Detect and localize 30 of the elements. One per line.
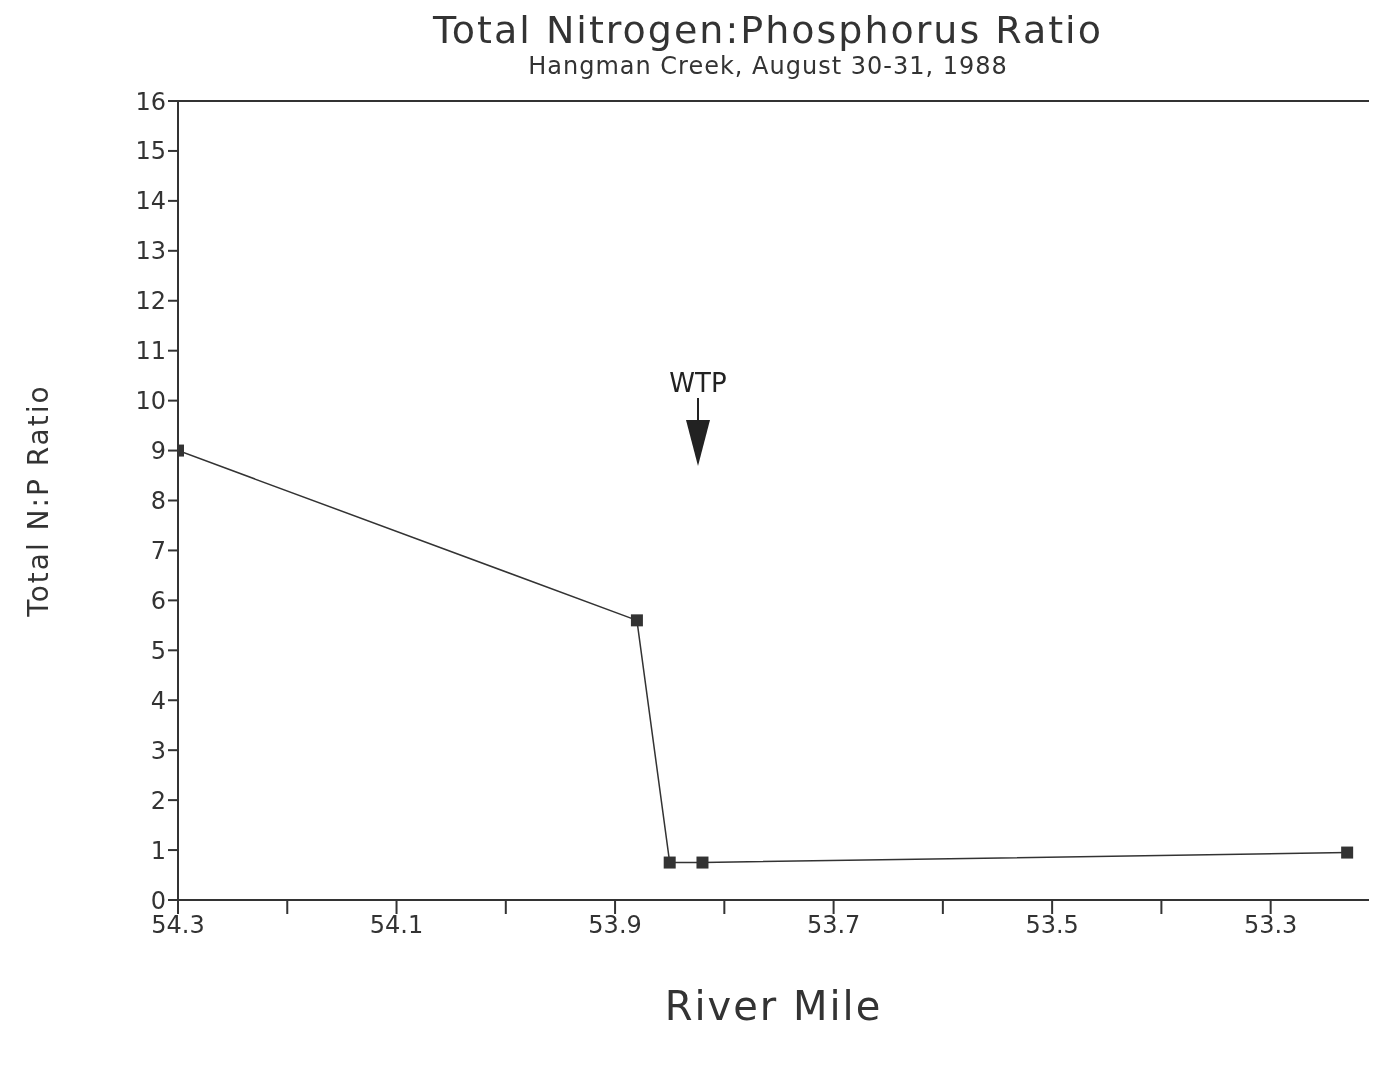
y-tick-label: 16 (135, 87, 166, 116)
y-axis-title: Total N:P Ratio (21, 384, 55, 618)
x-tick-label: 53.9 (588, 911, 642, 940)
y-tick-label: 4 (150, 686, 166, 715)
point (630, 614, 643, 627)
y-tick-label: 15 (135, 137, 166, 166)
y-tick-label: 11 (135, 337, 166, 366)
annotation: WTP (668, 368, 728, 398)
point (1341, 846, 1354, 859)
y-tick-label: 5 (150, 636, 166, 665)
chart-title: Total Nitrogen:Phosphorus Ratio (432, 8, 1104, 52)
y-tick-label: 2 (150, 786, 166, 815)
y-tick-label: 14 (135, 187, 166, 216)
y-tick-label: 1 (150, 836, 166, 865)
x-tick-label: 53.5 (1025, 911, 1079, 940)
x-tick-label: 53.7 (806, 911, 861, 940)
y-tick-label: 13 (135, 237, 166, 266)
y-tick-label: 9 (150, 437, 166, 466)
y-tick-label: 12 (135, 287, 166, 316)
y-tick-label: 8 (150, 487, 166, 516)
y-tick-label: 6 (150, 586, 166, 615)
y-tick-label: 3 (150, 736, 166, 765)
y-tick-label: 10 (135, 387, 166, 416)
x-axis-title: River Mile (664, 983, 883, 1029)
chart-subtitle: Hangman Creek, August 30-31, 1988 (527, 52, 1009, 80)
point (696, 856, 709, 869)
point (663, 856, 676, 869)
y-tick-label: 7 (150, 536, 166, 565)
x-tick-label: 54.1 (369, 911, 424, 940)
x-tick-label: 53.3 (1243, 911, 1298, 940)
